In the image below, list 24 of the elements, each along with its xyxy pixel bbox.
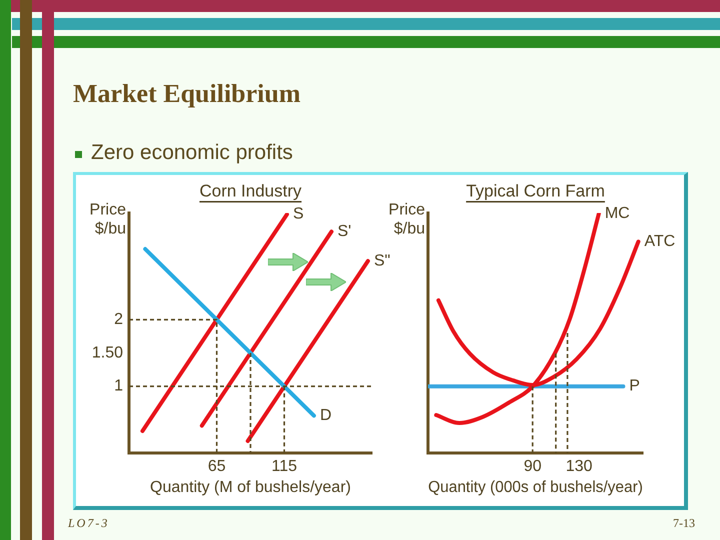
x-tick-label: 130 bbox=[566, 458, 593, 476]
x-axis-title: Quantity (M of bushels/year) bbox=[150, 478, 351, 496]
text: Zero economic profits bbox=[91, 141, 293, 165]
chart-title: Typical Corn Farm bbox=[466, 182, 605, 201]
text: Market Equilibrium bbox=[73, 79, 301, 109]
series-label: S bbox=[292, 206, 304, 223]
x-tick-label: 115 bbox=[271, 458, 298, 476]
series-label: S' bbox=[338, 223, 352, 240]
y-axis-title: Price $/bu bbox=[388, 201, 426, 238]
text: 7-13 bbox=[673, 516, 695, 531]
y-tick-label: 1.50 bbox=[92, 344, 124, 362]
x-tick-label: 65 bbox=[208, 458, 226, 476]
y-tick-label: 1 bbox=[114, 378, 124, 395]
series-label: MC bbox=[604, 205, 630, 222]
x-tick-label: 90 bbox=[524, 458, 542, 476]
x-axis-title: Quantity (000s of bushels/year) bbox=[428, 478, 643, 496]
y-tick-label: 2 bbox=[114, 311, 124, 328]
chart-title: Corn Industry bbox=[199, 182, 302, 201]
series-label: ATC bbox=[644, 233, 676, 250]
text: LO7-3 bbox=[68, 516, 110, 531]
series-label: D bbox=[320, 407, 332, 424]
y-axis-title: Price $/bu bbox=[90, 201, 126, 238]
series-label: P bbox=[629, 378, 640, 395]
series-label: S" bbox=[374, 252, 390, 270]
